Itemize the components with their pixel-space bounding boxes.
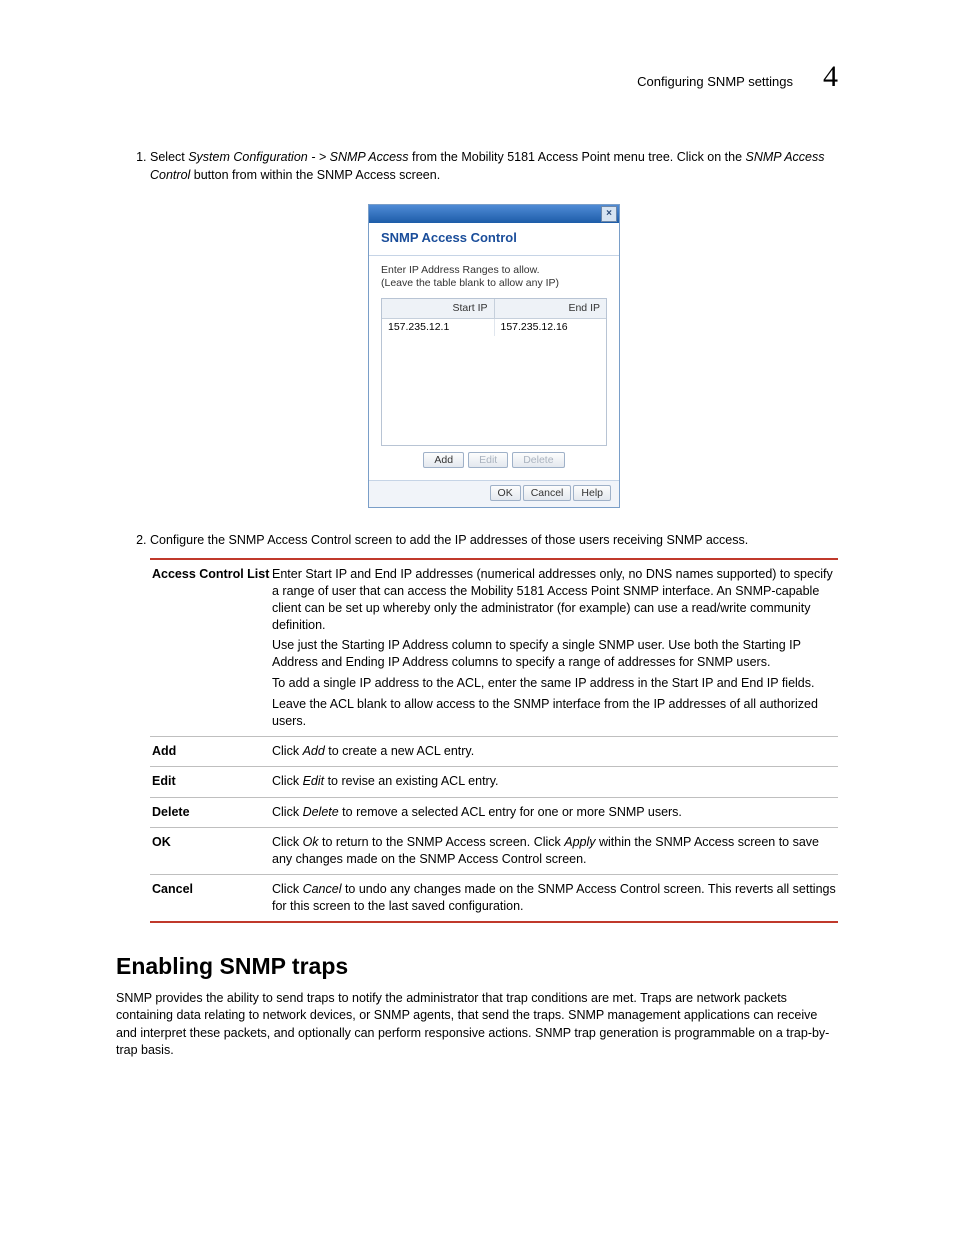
cancel-em: Cancel <box>303 882 342 896</box>
acl-p1: Enter Start IP and End IP addresses (num… <box>272 566 838 634</box>
close-glyph: × <box>606 209 612 219</box>
ref-defs-cancel: Click Cancel to undo any changes made on… <box>272 881 838 915</box>
edit-em: Edit <box>303 774 325 788</box>
ref-row-ok: OK Click Ok to return to the SNMP Access… <box>150 828 838 875</box>
page-header: Configuring SNMP settings 4 <box>116 60 838 94</box>
cancel-pre: Click <box>272 882 303 896</box>
ref-term-add: Add <box>150 743 272 761</box>
ref-row-cancel: Cancel Click Cancel to undo any changes … <box>150 875 838 921</box>
ref-defs-acl: Enter Start IP and End IP addresses (num… <box>272 566 838 730</box>
ref-defs-ok: Click Ok to return to the SNMP Access sc… <box>272 834 838 868</box>
section-heading: Enabling SNMP traps <box>116 953 838 980</box>
ref-term-delete: Delete <box>150 804 272 822</box>
dialog-titlebar: × <box>369 205 619 223</box>
close-icon[interactable]: × <box>601 206 617 222</box>
dialog-subtitle: Enter IP Address Ranges to allow. (Leave… <box>381 264 607 290</box>
ip-range-table: Start IP End IP 157.235.12.1 157.235.12.… <box>381 298 607 446</box>
ok-mid: to return to the SNMP Access screen. Cli… <box>319 835 565 849</box>
step-2: Configure the SNMP Access Control screen… <box>150 532 838 922</box>
edit-button[interactable]: Edit <box>468 452 508 468</box>
add-pre: Click <box>272 744 303 758</box>
help-button[interactable]: Help <box>573 485 611 501</box>
reference-table: Access Control List Enter Start IP and E… <box>150 558 838 923</box>
ok-pre: Click <box>272 835 303 849</box>
dialog-sub-line2: (Leave the table blank to allow any IP) <box>381 277 559 289</box>
ref-term-cancel: Cancel <box>150 881 272 915</box>
cancel-post: to undo any changes made on the SNMP Acc… <box>272 882 836 913</box>
ref-defs-add: Click Add to create a new ACL entry. <box>272 743 838 761</box>
delete-em: Delete <box>303 805 339 819</box>
ok-em2: Apply <box>564 835 595 849</box>
delete-pre: Click <box>272 805 303 819</box>
step-2-text: Configure the SNMP Access Control screen… <box>150 533 748 547</box>
chapter-number: 4 <box>823 60 838 94</box>
step-1-text-c: button from within the SNMP Access scree… <box>190 168 440 182</box>
add-em: Add <box>303 744 325 758</box>
dialog-figure: × SNMP Access Control Enter IP Address R… <box>150 204 838 508</box>
ref-row-add: Add Click Add to create a new ACL entry. <box>150 737 838 768</box>
acl-p2: Use just the Starting IP Address column … <box>272 637 838 671</box>
table-row[interactable]: 157.235.12.1 157.235.12.16 <box>382 319 606 336</box>
ref-defs-edit: Click Edit to revise an existing ACL ent… <box>272 773 838 791</box>
ok-em1: Ok <box>303 835 319 849</box>
ref-term-acl: Access Control List <box>150 566 272 730</box>
step-1: Select System Configuration - > SNMP Acc… <box>150 149 838 508</box>
step-1-text-b: from the Mobility 5181 Access Point menu… <box>409 150 746 164</box>
ref-row-delete: Delete Click Delete to remove a selected… <box>150 798 838 829</box>
ref-term-ok: OK <box>150 834 272 868</box>
ref-defs-delete: Click Delete to remove a selected ACL en… <box>272 804 838 822</box>
acl-p3: To add a single IP address to the ACL, e… <box>272 675 838 692</box>
step-1-text-a: Select <box>150 150 188 164</box>
dialog-sub-line1: Enter IP Address Ranges to allow. <box>381 264 540 276</box>
add-post: to create a new ACL entry. <box>325 744 474 758</box>
add-button[interactable]: Add <box>423 452 464 468</box>
dialog-footer-buttons: OK Cancel Help <box>369 480 619 507</box>
cell-start-ip: 157.235.12.1 <box>382 319 495 336</box>
header-text: Configuring SNMP settings <box>637 74 793 89</box>
table-button-row: Add Edit Delete <box>381 446 607 472</box>
delete-post: to remove a selected ACL entry for one o… <box>339 805 682 819</box>
page: Configuring SNMP settings 4 Select Syste… <box>0 0 954 1130</box>
dialog-body: Enter IP Address Ranges to allow. (Leave… <box>369 256 619 480</box>
edit-pre: Click <box>272 774 303 788</box>
edit-post: to revise an existing ACL entry. <box>324 774 498 788</box>
snmp-access-control-dialog: × SNMP Access Control Enter IP Address R… <box>368 204 620 508</box>
step-1-em-1: System Configuration - > SNMP Access <box>188 150 408 164</box>
dialog-title: SNMP Access Control <box>369 223 619 256</box>
steps-list: Select System Configuration - > SNMP Acc… <box>116 149 838 923</box>
cell-end-ip: 157.235.12.16 <box>495 319 607 336</box>
cancel-button[interactable]: Cancel <box>523 485 572 501</box>
ref-term-edit: Edit <box>150 773 272 791</box>
ok-button[interactable]: OK <box>490 485 521 501</box>
section-body: SNMP provides the ability to send traps … <box>116 990 838 1060</box>
col-start-ip: Start IP <box>382 299 495 318</box>
ref-row-acl: Access Control List Enter Start IP and E… <box>150 560 838 737</box>
col-end-ip: End IP <box>495 299 607 318</box>
ref-row-edit: Edit Click Edit to revise an existing AC… <box>150 767 838 798</box>
table-header-row: Start IP End IP <box>382 299 606 319</box>
delete-button[interactable]: Delete <box>512 452 564 468</box>
acl-p4: Leave the ACL blank to allow access to t… <box>272 696 838 730</box>
